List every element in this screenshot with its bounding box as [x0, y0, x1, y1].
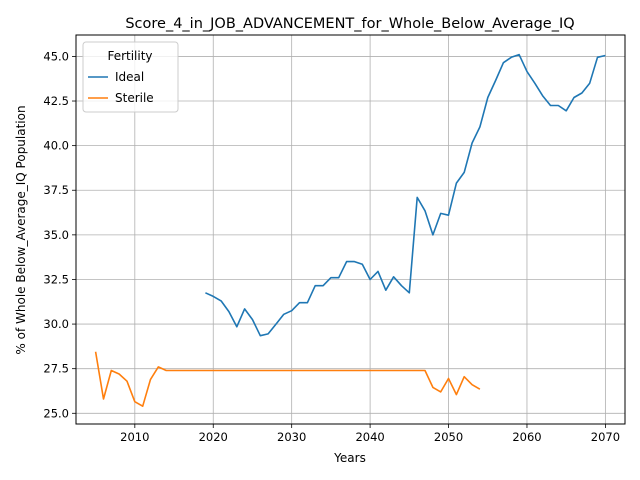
legend-label-ideal: Ideal [115, 70, 144, 84]
series-lines [94, 53, 606, 408]
y-tick-label: 30.0 [43, 317, 69, 331]
x-tick-label: 2010 [120, 430, 149, 444]
plot-frame [75, 34, 626, 425]
x-tick-label: 2030 [277, 430, 306, 444]
legend-box [82, 41, 179, 113]
y-tick-label: 35.0 [43, 228, 69, 242]
legend-label-sterile: Sterile [115, 91, 154, 105]
y-tick-label: 40.0 [43, 139, 69, 153]
axis-ticks: 2010 2020 2030 2040 2050 2060 2070 25.0 27.5 30.0… [43, 49, 620, 444]
legend: Fertility Ideal Sterile [82, 41, 179, 113]
x-tick-label: 2020 [199, 430, 228, 444]
x-tick-label: 2060 [512, 430, 541, 444]
x-tick-label: 2050 [434, 430, 463, 444]
x-tick-label: 2070 [591, 430, 620, 444]
x-axis-label: Years [333, 451, 366, 465]
y-tick-label: 27.5 [43, 362, 69, 376]
y-tick-label: 37.5 [43, 183, 69, 197]
y-tick-label: 45.0 [43, 49, 69, 63]
series-line-ideal [205, 53, 606, 337]
x-tick-label: 2040 [355, 430, 384, 444]
y-tick-label: 42.5 [43, 94, 69, 108]
y-tick-label: 32.5 [43, 272, 69, 286]
legend-title: Fertility [107, 49, 152, 63]
series-line-sterile [94, 351, 481, 408]
y-tick-label: 25.0 [43, 406, 69, 420]
y-axis-label: % of Whole Below_Average_IQ Population [14, 105, 28, 354]
chart-title: Score_4_in_JOB_ADVANCEMENT_for_Whole_Bel… [125, 16, 574, 32]
grid-lines [76, 35, 625, 424]
